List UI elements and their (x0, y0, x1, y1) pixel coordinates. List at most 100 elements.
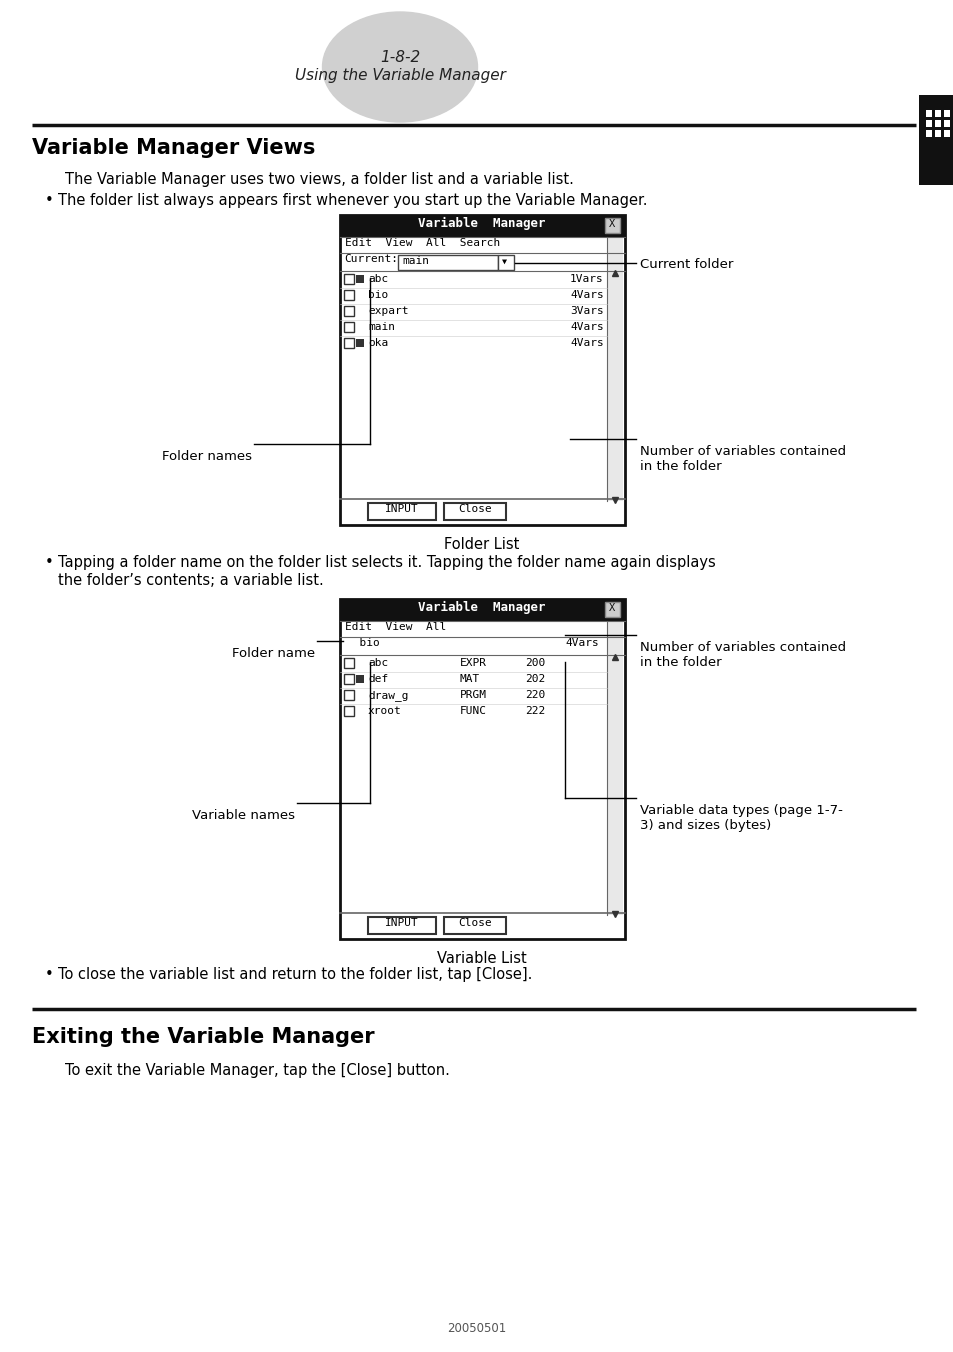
Text: Variable names: Variable names (192, 808, 294, 822)
Bar (397, 256, 497, 270)
Text: The Variable Manager uses two views, a folder list and a variable list.: The Variable Manager uses two views, a f… (65, 172, 574, 187)
Text: INPUT: INPUT (385, 504, 418, 514)
Text: in the folder: in the folder (639, 656, 720, 669)
Text: Close: Close (457, 504, 492, 514)
Text: PRGM: PRGM (459, 690, 486, 700)
Text: 20050501: 20050501 (447, 1322, 506, 1334)
Text: draw_g: draw_g (368, 690, 408, 700)
Bar (443, 917, 505, 934)
Text: bio: bio (368, 289, 388, 300)
Bar (943, 120, 949, 127)
Text: Number of variables contained: Number of variables contained (639, 445, 845, 458)
Text: 1Vars: 1Vars (569, 274, 603, 284)
Bar (943, 110, 949, 118)
Text: abc: abc (368, 658, 388, 668)
Bar (925, 120, 931, 127)
Text: Variable  Manager: Variable Manager (417, 602, 545, 614)
Bar (355, 339, 364, 347)
Text: 4Vars: 4Vars (569, 289, 603, 300)
Text: oka: oka (368, 338, 388, 347)
Text: The folder list always appears first whenever you start up the Variable Manager.: The folder list always appears first whe… (58, 193, 647, 208)
Bar (918, 95, 953, 185)
Text: Variable Manager Views: Variable Manager Views (32, 138, 315, 158)
Text: in the folder: in the folder (639, 460, 720, 473)
Text: Variable data types (page 1-7-: Variable data types (page 1-7- (639, 804, 842, 817)
Bar (497, 256, 514, 270)
Text: Edit  View  All  Search: Edit View All Search (345, 238, 499, 247)
Text: ▼: ▼ (501, 257, 506, 266)
Text: X: X (608, 603, 615, 612)
Bar (344, 658, 354, 668)
Bar (368, 503, 436, 521)
Bar (344, 675, 354, 684)
Bar (344, 289, 354, 300)
Text: •: • (45, 556, 53, 571)
Bar (344, 338, 354, 347)
Bar (604, 602, 619, 617)
Text: EXPR: EXPR (459, 658, 486, 668)
Bar (339, 215, 624, 237)
Text: Using the Variable Manager: Using the Variable Manager (294, 68, 505, 82)
Bar (607, 621, 622, 915)
Text: Exiting the Variable Manager: Exiting the Variable Manager (32, 1028, 375, 1046)
Text: Edit  View  All: Edit View All (345, 622, 446, 631)
Bar (344, 706, 354, 717)
Text: 4Vars: 4Vars (569, 322, 603, 333)
Text: 220: 220 (524, 690, 545, 700)
Text: Close: Close (457, 918, 492, 927)
Text: 200: 200 (524, 658, 545, 668)
Text: 1-8-2: 1-8-2 (379, 50, 419, 65)
Bar (355, 675, 364, 683)
Text: Folder names: Folder names (162, 450, 252, 462)
Bar (604, 218, 619, 233)
Text: 3) and sizes (bytes): 3) and sizes (bytes) (639, 819, 770, 831)
Text: To exit the Variable Manager, tap the [Close] button.: To exit the Variable Manager, tap the [C… (65, 1063, 450, 1078)
Bar (339, 215, 624, 525)
Text: 3Vars: 3Vars (569, 306, 603, 316)
Bar (607, 237, 622, 502)
Bar (355, 274, 364, 283)
Text: 4Vars: 4Vars (564, 638, 598, 648)
Text: expart: expart (368, 306, 408, 316)
Bar (368, 917, 436, 934)
Text: Variable List: Variable List (436, 950, 526, 965)
Text: Folder List: Folder List (444, 537, 519, 552)
Bar (934, 110, 940, 118)
Text: MAT: MAT (459, 675, 479, 684)
Bar (344, 274, 354, 284)
Ellipse shape (322, 12, 477, 122)
Text: main: main (401, 256, 429, 266)
Text: 202: 202 (524, 675, 545, 684)
Bar (443, 503, 505, 521)
Text: def: def (368, 675, 388, 684)
Text: •: • (45, 193, 53, 208)
Bar (344, 306, 354, 316)
Text: Current:: Current: (344, 254, 397, 264)
Text: bio: bio (346, 638, 379, 648)
Text: X: X (608, 219, 615, 228)
Text: the folder’s contents; a variable list.: the folder’s contents; a variable list. (58, 573, 323, 588)
Bar (339, 599, 624, 940)
Text: Current folder: Current folder (639, 258, 733, 270)
Bar (925, 110, 931, 118)
Text: Tapping a folder name on the folder list selects it. Tapping the folder name aga: Tapping a folder name on the folder list… (58, 556, 715, 571)
Bar (934, 120, 940, 127)
Text: •: • (45, 967, 53, 982)
Text: 4Vars: 4Vars (569, 338, 603, 347)
Bar (934, 130, 940, 137)
Text: INPUT: INPUT (385, 918, 418, 927)
Text: Variable  Manager: Variable Manager (417, 218, 545, 230)
Bar (344, 322, 354, 333)
Text: 222: 222 (524, 706, 545, 717)
Text: Folder name: Folder name (232, 648, 314, 660)
Text: To close the variable list and return to the folder list, tap [Close].: To close the variable list and return to… (58, 967, 532, 982)
Bar (339, 599, 624, 621)
Bar (344, 690, 354, 700)
Text: Number of variables contained: Number of variables contained (639, 641, 845, 654)
Bar (943, 130, 949, 137)
Text: xroot: xroot (368, 706, 401, 717)
Text: FUNC: FUNC (459, 706, 486, 717)
Bar (925, 130, 931, 137)
Text: abc: abc (368, 274, 388, 284)
Text: main: main (368, 322, 395, 333)
